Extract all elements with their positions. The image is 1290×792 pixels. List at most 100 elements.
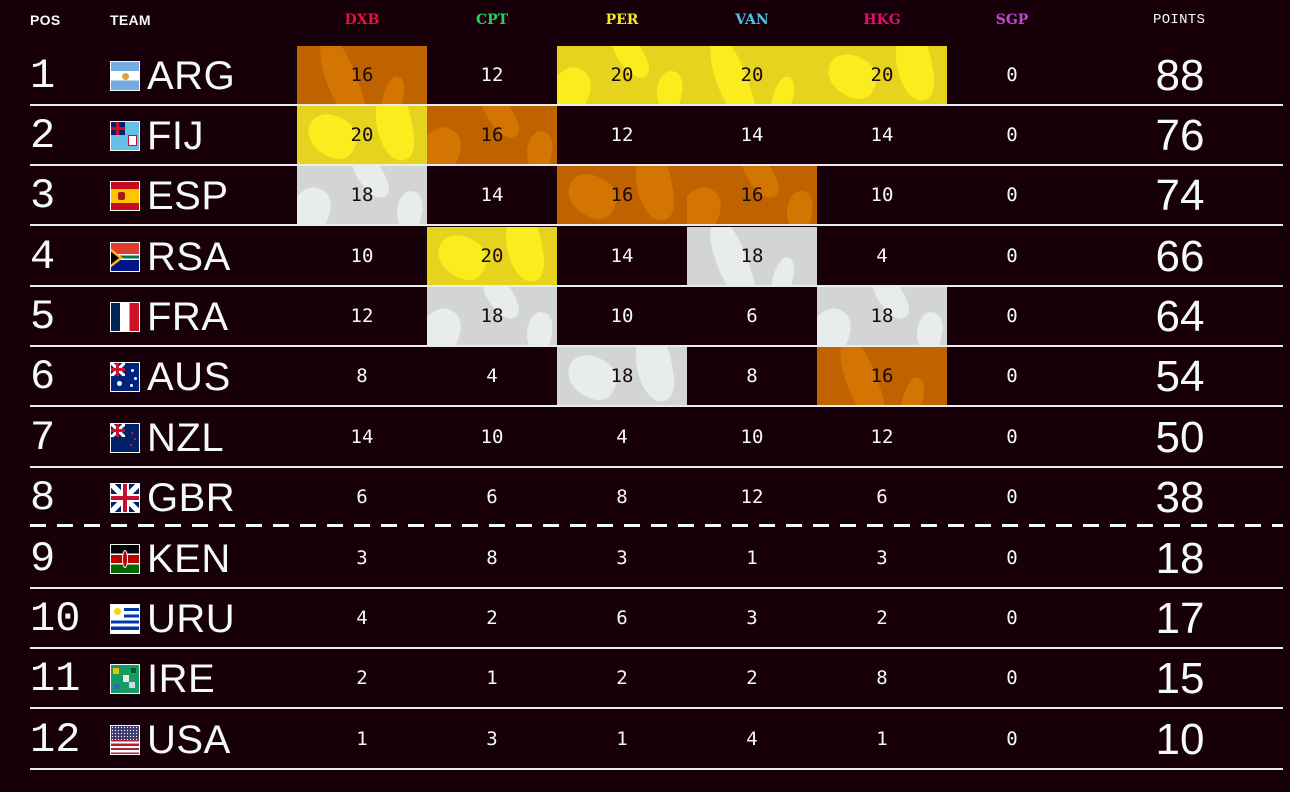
score-cell-cpt: 10 xyxy=(427,408,557,466)
score-cell-van: 12 xyxy=(687,468,817,526)
decorative-pattern xyxy=(913,310,946,345)
score-cell-dxb: 18 xyxy=(297,166,427,224)
table-row: 2 FIJ 20 16 12 14 14 0 76 xyxy=(0,106,1290,166)
score-cell-van: 4 xyxy=(687,710,817,768)
row-divider xyxy=(30,224,1283,226)
score-value: 0 xyxy=(1006,486,1018,508)
score-value: 0 xyxy=(1006,607,1018,629)
decorative-pattern xyxy=(765,255,799,285)
score-value: 10 xyxy=(870,184,894,206)
header-event-per: PER xyxy=(605,12,639,28)
score-value: 1 xyxy=(486,667,498,689)
score-value: 6 xyxy=(746,305,758,327)
total-points: 88 xyxy=(1155,51,1205,100)
table-row: 1 ARG 16 12 20 20 20 0 88 xyxy=(0,46,1290,106)
score-value: 14 xyxy=(740,124,764,146)
decorative-pattern xyxy=(427,120,470,164)
score-cell-van: 2 xyxy=(687,649,817,707)
score-value: 16 xyxy=(870,365,894,387)
score-value: 1 xyxy=(616,728,628,750)
decorative-pattern xyxy=(297,180,340,224)
position: 6 xyxy=(30,353,56,401)
fiji-flag-icon xyxy=(110,121,140,151)
table-row: 9 KEN 3 8 3 1 3 0 18 xyxy=(0,529,1290,589)
table-row: 8 GBR 6 6 8 12 6 0 38 xyxy=(0,468,1290,528)
usa-flag-icon xyxy=(110,725,140,755)
score-value: 4 xyxy=(876,245,888,267)
score-value: 16 xyxy=(610,184,634,206)
row-divider xyxy=(30,345,1283,347)
team-code: ARG xyxy=(147,54,236,98)
team-code: FIJ xyxy=(147,114,205,158)
score-value: 0 xyxy=(1006,728,1018,750)
score-value: 18 xyxy=(610,365,634,387)
score-cell-cpt: 1 xyxy=(427,649,557,707)
row-divider xyxy=(30,104,1283,106)
position: 10 xyxy=(30,595,81,643)
team-cell: USA xyxy=(110,716,231,764)
decorative-pattern xyxy=(371,106,418,164)
total-points: 54 xyxy=(1155,352,1205,401)
total-points: 50 xyxy=(1155,413,1205,462)
score-value: 14 xyxy=(610,245,634,267)
header-pos: POS xyxy=(30,12,61,28)
team-cell: FRA xyxy=(110,293,229,341)
team-code: AUS xyxy=(147,355,231,399)
score-cell-per: 18 xyxy=(557,347,687,405)
score-cell-dxb: 12 xyxy=(297,287,427,345)
team-code: IRE xyxy=(147,657,216,701)
score-cell-van: 18 xyxy=(687,227,817,285)
score-value: 18 xyxy=(740,245,764,267)
table-row: 7 NZL 14 10 4 10 12 0 50 xyxy=(0,408,1290,468)
score-value: 12 xyxy=(870,426,894,448)
team-cell: AUS xyxy=(110,353,231,401)
row-divider xyxy=(30,164,1283,166)
score-value: 8 xyxy=(616,486,628,508)
score-cell-dxb: 20 xyxy=(297,106,427,164)
score-value: 6 xyxy=(876,486,888,508)
score-cell-hkg: 4 xyxy=(817,227,947,285)
team-cell: URU xyxy=(110,595,235,643)
south-africa-flag-icon xyxy=(110,242,140,272)
score-cell-per: 12 xyxy=(557,106,687,164)
score-cell-per: 3 xyxy=(557,529,687,587)
score-cell-per: 4 xyxy=(557,408,687,466)
score-value: 4 xyxy=(746,728,758,750)
team-code: GBR xyxy=(147,476,236,520)
score-value: 14 xyxy=(870,124,894,146)
header-event-van: VAN xyxy=(735,12,769,28)
score-cell-sgp: 0 xyxy=(947,287,1077,345)
table-row: 3 ESP 18 14 16 16 10 0 74 xyxy=(0,166,1290,226)
decorative-pattern xyxy=(817,301,860,345)
total-points: 74 xyxy=(1155,171,1205,220)
score-value: 0 xyxy=(1006,245,1018,267)
header-points: POINTS xyxy=(1153,12,1206,28)
decorative-pattern xyxy=(783,189,816,224)
total-points: 64 xyxy=(1155,292,1205,341)
row-divider xyxy=(30,466,1283,468)
position: 8 xyxy=(30,474,56,522)
row-divider xyxy=(30,647,1283,649)
ireland-flag-icon xyxy=(110,664,140,694)
score-value: 8 xyxy=(356,365,368,387)
score-cell-van: 14 xyxy=(687,106,817,164)
team-cell: ESP xyxy=(110,172,229,220)
score-value: 2 xyxy=(876,607,888,629)
total-points: 10 xyxy=(1155,715,1205,764)
score-value: 12 xyxy=(740,486,764,508)
france-flag-icon xyxy=(110,302,140,332)
score-value: 3 xyxy=(356,547,368,569)
score-value: 2 xyxy=(486,607,498,629)
new-zealand-flag-icon xyxy=(110,423,140,453)
score-cell-cpt: 14 xyxy=(427,166,557,224)
header-event-cpt: CPT xyxy=(475,12,509,28)
header-event-sgp: SGP xyxy=(995,12,1029,28)
score-cell-van: 3 xyxy=(687,589,817,647)
decorative-pattern xyxy=(523,129,556,164)
score-value: 0 xyxy=(1006,547,1018,569)
score-value: 8 xyxy=(486,547,498,569)
score-value: 2 xyxy=(356,667,368,689)
total-points: 76 xyxy=(1155,111,1205,160)
score-cell-hkg: 2 xyxy=(817,589,947,647)
score-cell-sgp: 0 xyxy=(947,468,1077,526)
